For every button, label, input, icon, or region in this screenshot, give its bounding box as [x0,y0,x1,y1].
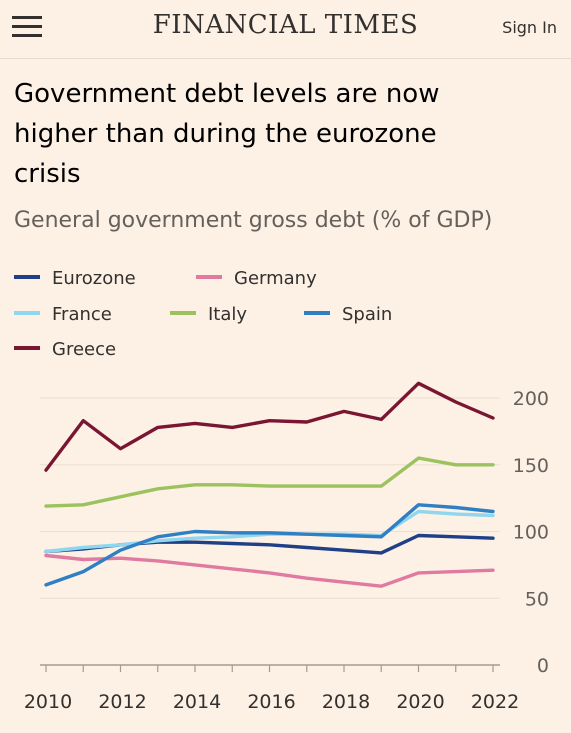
menu-bar-line [12,34,42,37]
x-tick-label: 2010 [24,691,72,713]
x-tick-label: 2020 [396,691,444,713]
legend-label: France [52,304,112,325]
y-tick-label: 100 [513,522,549,544]
y-tick-label: 0 [537,655,549,677]
series-line-greece [44,381,495,472]
legend-item-greece: Greece [14,339,116,363]
menu-bar-line [12,16,42,19]
debt-line-chart: 0 50 100 150 200 2010 2012 2014 2016 2018 2020 2022 [24,381,549,713]
sign-in-link[interactable]: Sign In [502,18,557,37]
menu-bar-line [12,25,42,28]
legend-swatch [14,346,40,350]
hamburger-menu-icon[interactable] [12,16,42,38]
series-line-italy [44,456,495,508]
chart-subtitle: General government gross debt (% of GDP) [14,208,493,233]
headline-line: Government debt levels are now [14,79,440,109]
legend-label: Eurozone [52,268,136,289]
legend-swatch [14,311,40,315]
series-line-germany [44,553,495,588]
masthead-logo[interactable]: FINANCIAL TIMES [152,10,419,40]
legend-label: Greece [52,339,117,360]
legend-item-france: France [14,304,112,328]
x-tick-label: 2022 [471,691,519,713]
legend-item-italy: Italy [170,304,247,328]
x-tick-label: 2018 [322,691,370,713]
legend-item-spain: Spain [304,304,392,328]
legend-item-eurozone: Eurozone [14,268,136,292]
legend-label: Germany [234,268,317,289]
legend-swatch [304,311,330,315]
y-tick-label: 150 [513,455,549,477]
series-line-spain [44,503,495,587]
x-tick-label: 2012 [98,691,146,713]
legend-swatch [196,275,222,279]
legend-swatch [14,275,40,279]
x-tick-label: 2016 [247,691,295,713]
headline-line: higher than during the eurozone [14,119,437,149]
legend-item-germany: Germany [196,268,317,292]
legend-label: Spain [342,304,393,325]
y-tick-label: 200 [513,388,549,410]
legend-swatch [170,311,196,315]
top-bar: FINANCIAL TIMES Sign In [0,0,571,59]
article-headline: Government debt levels are now higher th… [14,74,554,194]
y-tick-label: 50 [525,588,549,610]
legend-label: Italy [208,304,248,325]
x-tick-label: 2014 [173,691,221,713]
headline-line: crisis [14,159,81,189]
